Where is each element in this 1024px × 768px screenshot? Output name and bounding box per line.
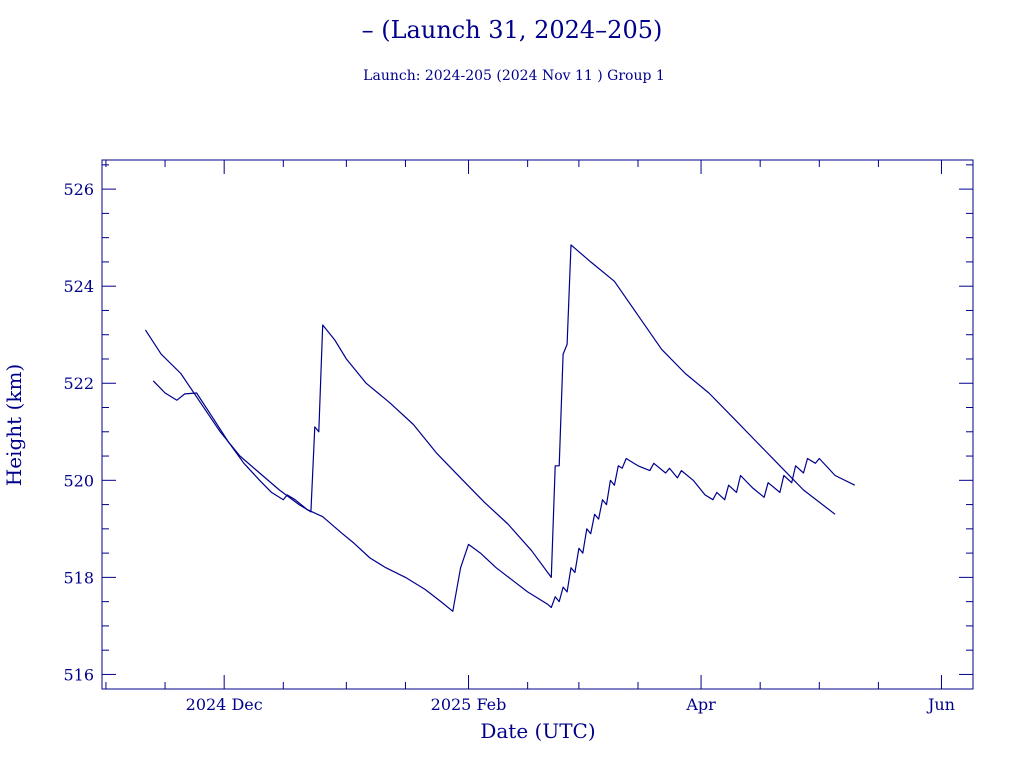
- x-tick-label: 2025 Feb: [431, 695, 507, 714]
- y-tick-label: 526: [63, 180, 94, 199]
- data-lines: [144, 244, 856, 612]
- series-line-1: [144, 244, 836, 579]
- plot-frame: [101, 159, 974, 690]
- chart-subtitle: Launch: 2024-205 (2024 Nov 11 ) Group 1: [363, 68, 665, 84]
- series-line-2: [152, 380, 856, 612]
- y-tick-label: 524: [63, 277, 94, 296]
- chart-title: – (Launch 31, 2024–205): [362, 16, 663, 44]
- y-tick-label: 518: [63, 568, 94, 587]
- x-tick-label: 2024 Dec: [186, 695, 263, 714]
- y-tick-label: 522: [63, 374, 94, 393]
- y-tick-label: 516: [63, 665, 94, 684]
- x-axis-label: Date (UTC): [480, 719, 595, 743]
- x-tick-label: Jun: [926, 695, 955, 714]
- x-tick-label: Apr: [685, 695, 716, 714]
- axis-ticks: 516 518 520 522 524 526 2024 Dec 2025 Feb Apr Jun: [63, 160, 973, 714]
- y-axis-label: Height (km): [2, 364, 26, 486]
- y-tick-label: 520: [63, 471, 94, 490]
